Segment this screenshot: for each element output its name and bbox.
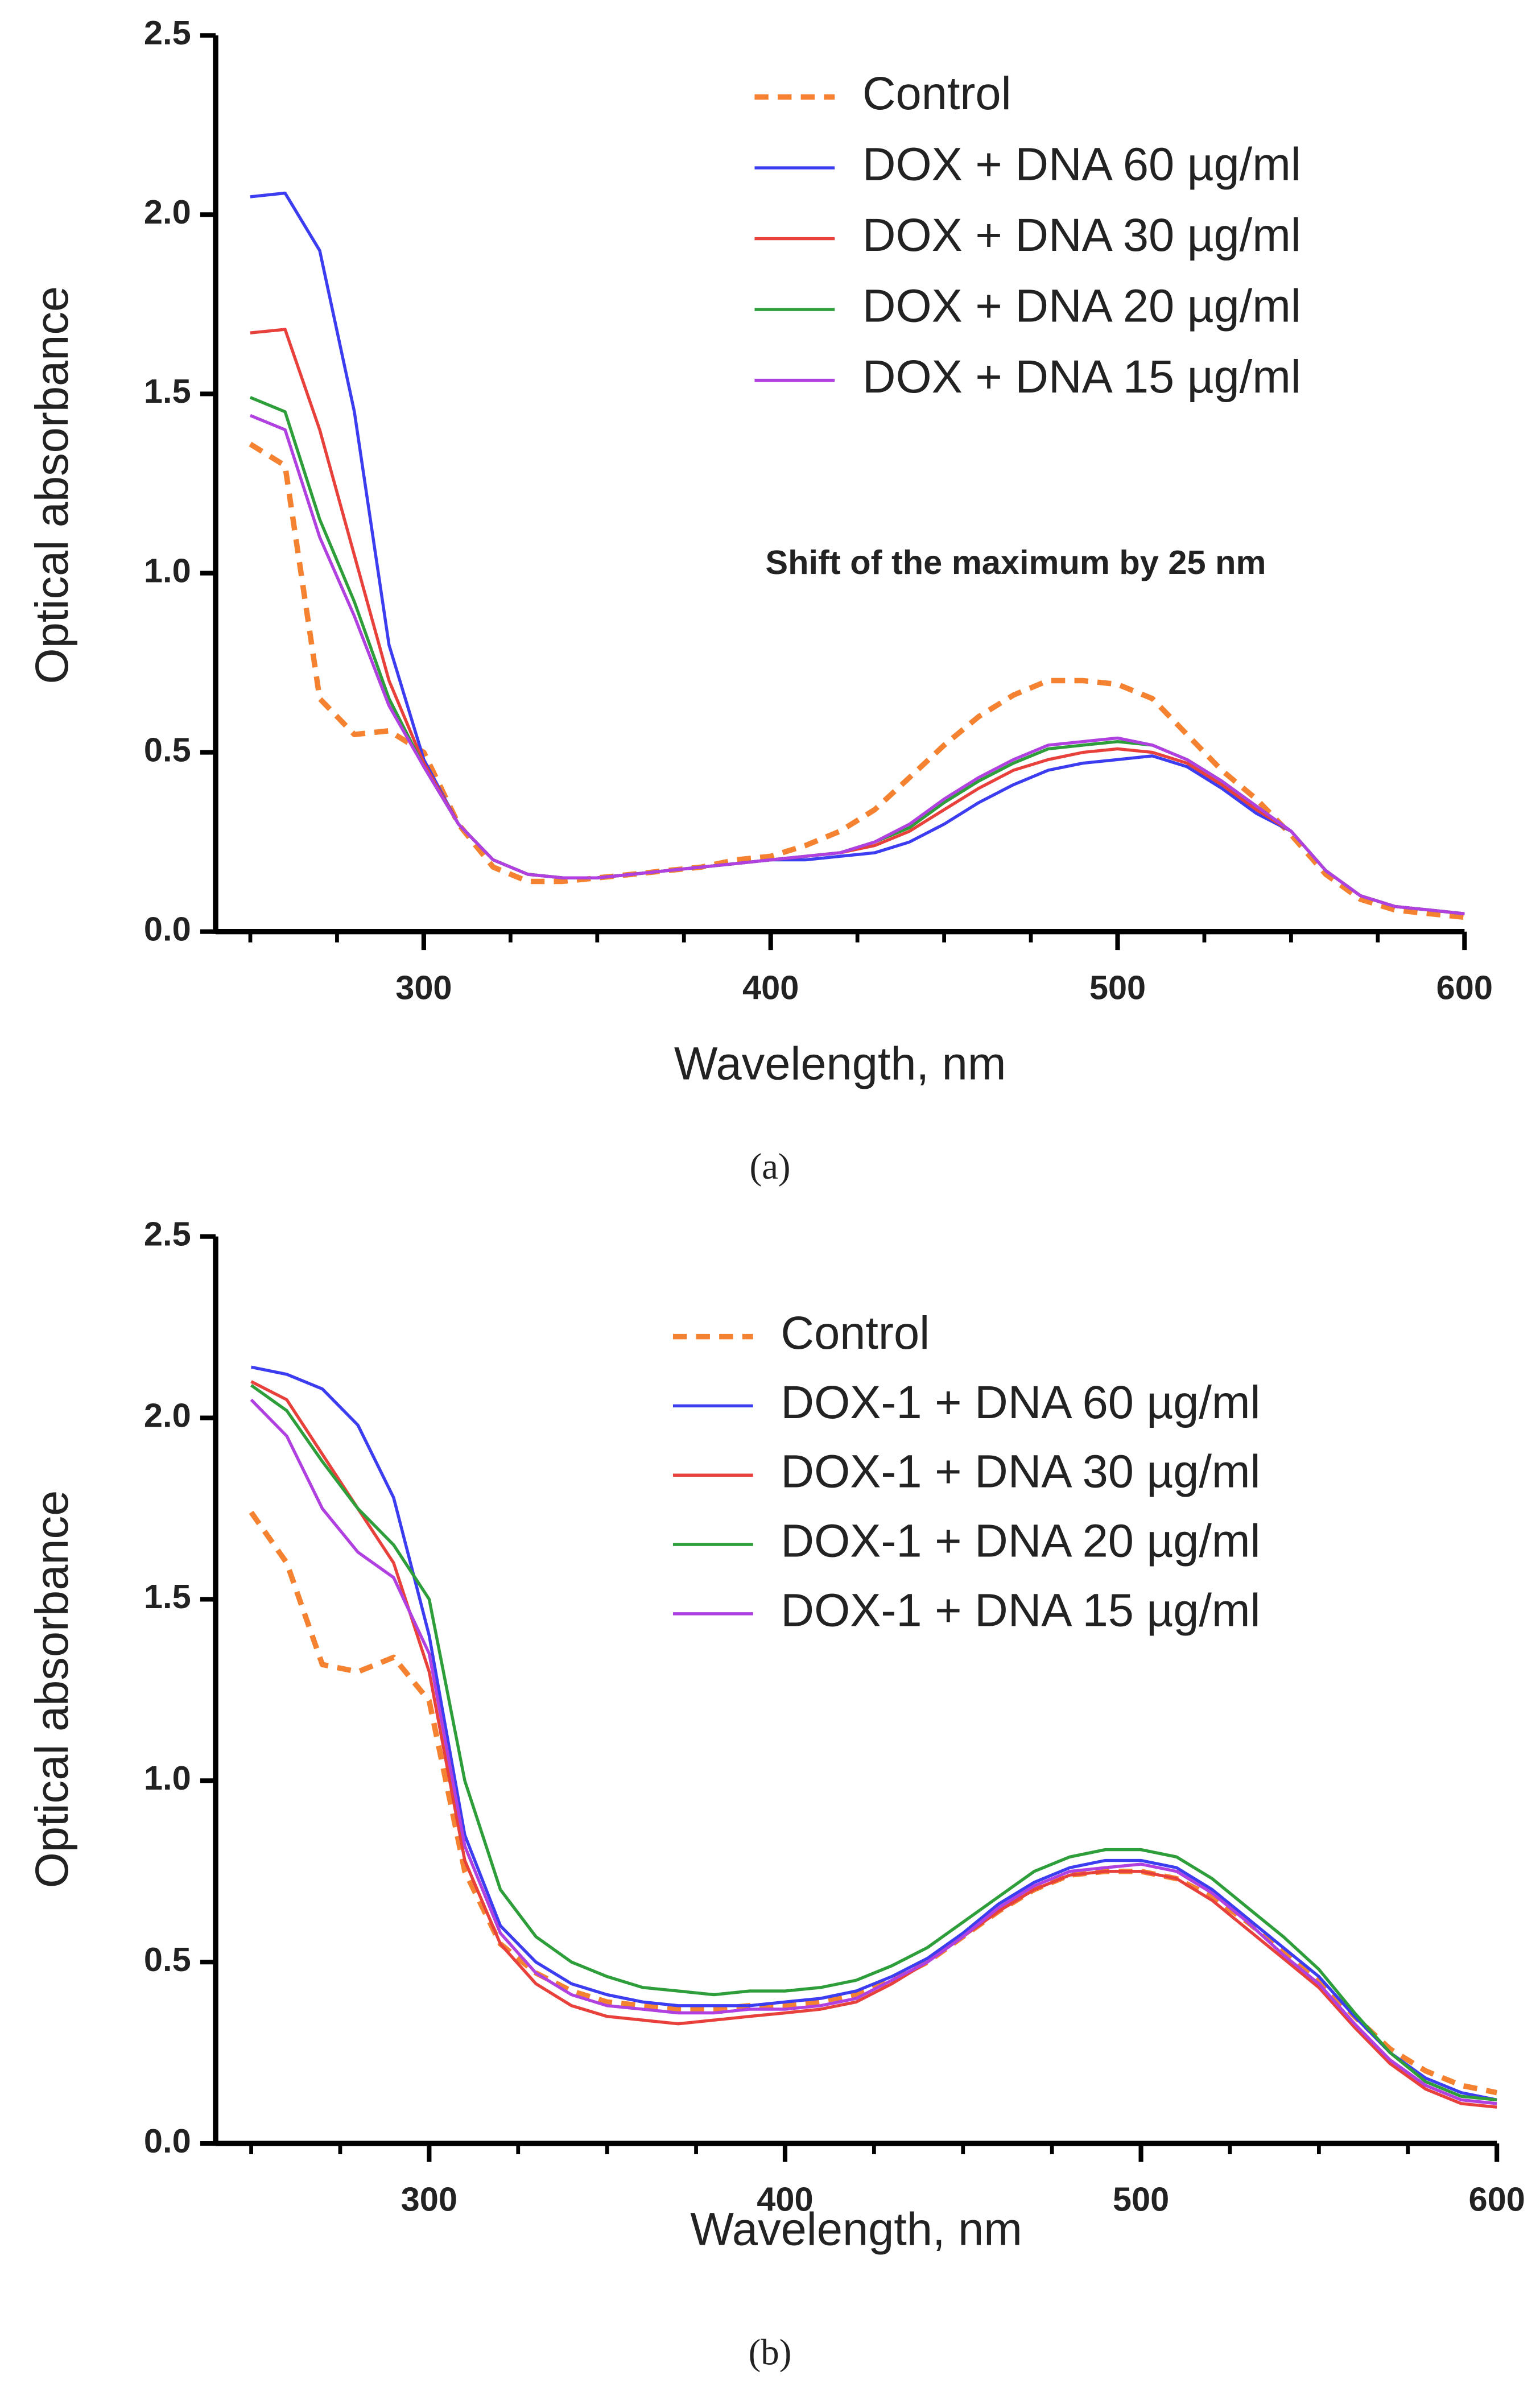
y-axis-label: Optical absorbance: [26, 1490, 78, 1889]
legend-label: DOX-1 + DNA 60 µg/ml: [781, 1377, 1260, 1428]
y-tick-label: 2.5: [144, 14, 191, 52]
legend-label: DOX-1 + DNA 20 µg/ml: [781, 1515, 1260, 1567]
y-tick-label: 1.5: [144, 1577, 191, 1616]
x-tick-label: 300: [401, 2180, 457, 2219]
series-line: [250, 1398, 1497, 2105]
y-tick-label: 2.5: [144, 1214, 191, 1253]
legend-label: DOX + DNA 30 µg/ml: [862, 209, 1301, 261]
x-tick-label: 400: [757, 2180, 813, 2219]
series-line: [249, 1510, 1498, 2096]
caption: (a): [749, 1146, 790, 1187]
y-tick-label: 1.0: [144, 1759, 191, 1797]
y-tick-label: 2.0: [144, 193, 191, 231]
x-tick-label: 600: [1436, 968, 1493, 1006]
y-tick-label: 0.5: [144, 730, 191, 769]
x-tick-label: 400: [742, 968, 799, 1006]
series-line: [250, 1383, 1497, 2102]
annotation: Shift of the maximum by 25 nm: [765, 543, 1266, 581]
y-tick-label: 2.0: [144, 1396, 191, 1434]
y-tick-label: 0.0: [144, 910, 191, 948]
legend-label: DOX + DNA 60 µg/ml: [862, 139, 1301, 191]
x-axis-label: Wavelength, nm: [690, 2204, 1022, 2255]
series-line: [250, 1380, 1497, 2109]
x-axis-label: Wavelength, nm: [674, 1038, 1006, 1089]
y-axis-label: Optical absorbance: [26, 286, 78, 684]
legend-label: Control: [862, 68, 1011, 119]
legend-label: DOX-1 + DNA 30 µg/ml: [781, 1446, 1260, 1498]
y-tick-label: 1.5: [144, 372, 191, 410]
series-line: [250, 1365, 1497, 2102]
series-line: [249, 414, 1465, 915]
legend-label: DOX-1 + DNA 15 µg/ml: [781, 1584, 1260, 1636]
legend-label: Control: [781, 1307, 930, 1359]
x-tick-label: 600: [1468, 2180, 1525, 2219]
y-tick-label: 0.0: [144, 2122, 191, 2160]
x-tick-label: 300: [395, 968, 452, 1006]
x-tick-label: 500: [1113, 2180, 1169, 2219]
x-tick-label: 500: [1089, 968, 1146, 1006]
caption: (b): [749, 2332, 792, 2373]
y-tick-label: 1.0: [144, 551, 191, 589]
legend-label: DOX + DNA 20 µg/ml: [862, 280, 1301, 332]
legend-label: DOX + DNA 15 µg/ml: [862, 351, 1301, 403]
y-tick-label: 0.5: [144, 1940, 191, 1978]
series-line: [249, 396, 1465, 915]
